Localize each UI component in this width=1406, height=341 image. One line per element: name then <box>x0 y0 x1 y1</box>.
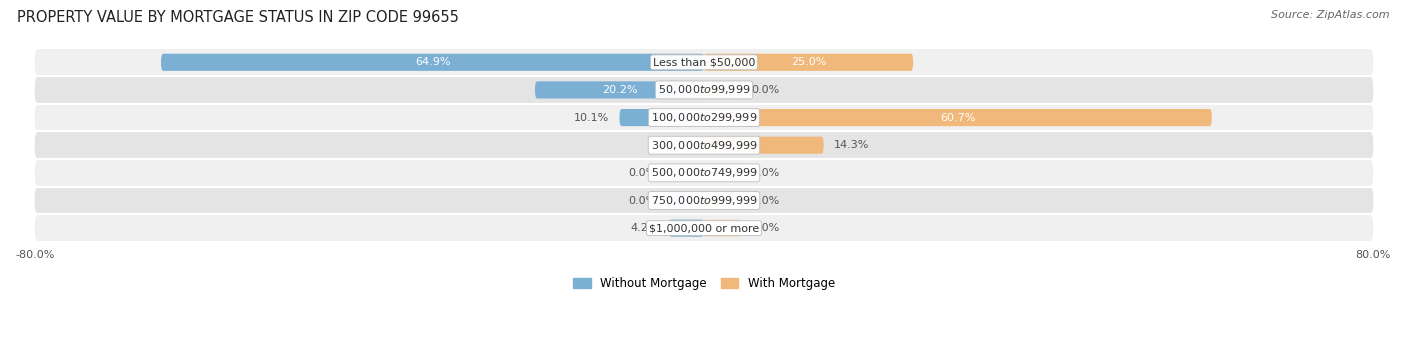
FancyBboxPatch shape <box>35 76 1374 104</box>
FancyBboxPatch shape <box>699 137 704 154</box>
FancyBboxPatch shape <box>35 187 1374 214</box>
Text: 10.1%: 10.1% <box>574 113 609 122</box>
FancyBboxPatch shape <box>35 159 1374 187</box>
FancyBboxPatch shape <box>669 220 704 237</box>
Text: $750,000 to $999,999: $750,000 to $999,999 <box>651 194 758 207</box>
FancyBboxPatch shape <box>704 81 741 99</box>
FancyBboxPatch shape <box>704 109 1212 126</box>
FancyBboxPatch shape <box>704 164 741 181</box>
Text: $500,000 to $749,999: $500,000 to $749,999 <box>651 166 758 179</box>
FancyBboxPatch shape <box>35 104 1374 131</box>
FancyBboxPatch shape <box>666 192 704 209</box>
Text: 25.0%: 25.0% <box>792 57 827 67</box>
FancyBboxPatch shape <box>704 192 741 209</box>
Text: Source: ZipAtlas.com: Source: ZipAtlas.com <box>1271 10 1389 20</box>
FancyBboxPatch shape <box>162 54 704 71</box>
FancyBboxPatch shape <box>620 109 704 126</box>
Legend: Without Mortgage, With Mortgage: Without Mortgage, With Mortgage <box>568 272 839 295</box>
FancyBboxPatch shape <box>704 220 741 237</box>
Text: PROPERTY VALUE BY MORTGAGE STATUS IN ZIP CODE 99655: PROPERTY VALUE BY MORTGAGE STATUS IN ZIP… <box>17 10 458 25</box>
Text: 0.0%: 0.0% <box>752 168 780 178</box>
Text: 60.7%: 60.7% <box>941 113 976 122</box>
Text: 0.0%: 0.0% <box>752 85 780 95</box>
Text: $1,000,000 or more: $1,000,000 or more <box>650 223 759 233</box>
Text: 0.0%: 0.0% <box>628 168 657 178</box>
Text: 0.6%: 0.6% <box>661 140 689 150</box>
Text: Less than $50,000: Less than $50,000 <box>652 57 755 67</box>
FancyBboxPatch shape <box>704 54 912 71</box>
Text: 4.2%: 4.2% <box>630 223 659 233</box>
Text: 0.0%: 0.0% <box>628 195 657 206</box>
Text: 64.9%: 64.9% <box>415 57 450 67</box>
Text: 0.0%: 0.0% <box>752 223 780 233</box>
Text: 14.3%: 14.3% <box>834 140 869 150</box>
Text: $300,000 to $499,999: $300,000 to $499,999 <box>651 139 758 152</box>
FancyBboxPatch shape <box>35 131 1374 159</box>
Text: 0.0%: 0.0% <box>752 195 780 206</box>
FancyBboxPatch shape <box>704 137 824 154</box>
Text: $100,000 to $299,999: $100,000 to $299,999 <box>651 111 758 124</box>
Text: 20.2%: 20.2% <box>602 85 637 95</box>
Text: $50,000 to $99,999: $50,000 to $99,999 <box>658 84 751 97</box>
FancyBboxPatch shape <box>536 81 704 99</box>
FancyBboxPatch shape <box>35 48 1374 76</box>
FancyBboxPatch shape <box>35 214 1374 242</box>
FancyBboxPatch shape <box>666 164 704 181</box>
